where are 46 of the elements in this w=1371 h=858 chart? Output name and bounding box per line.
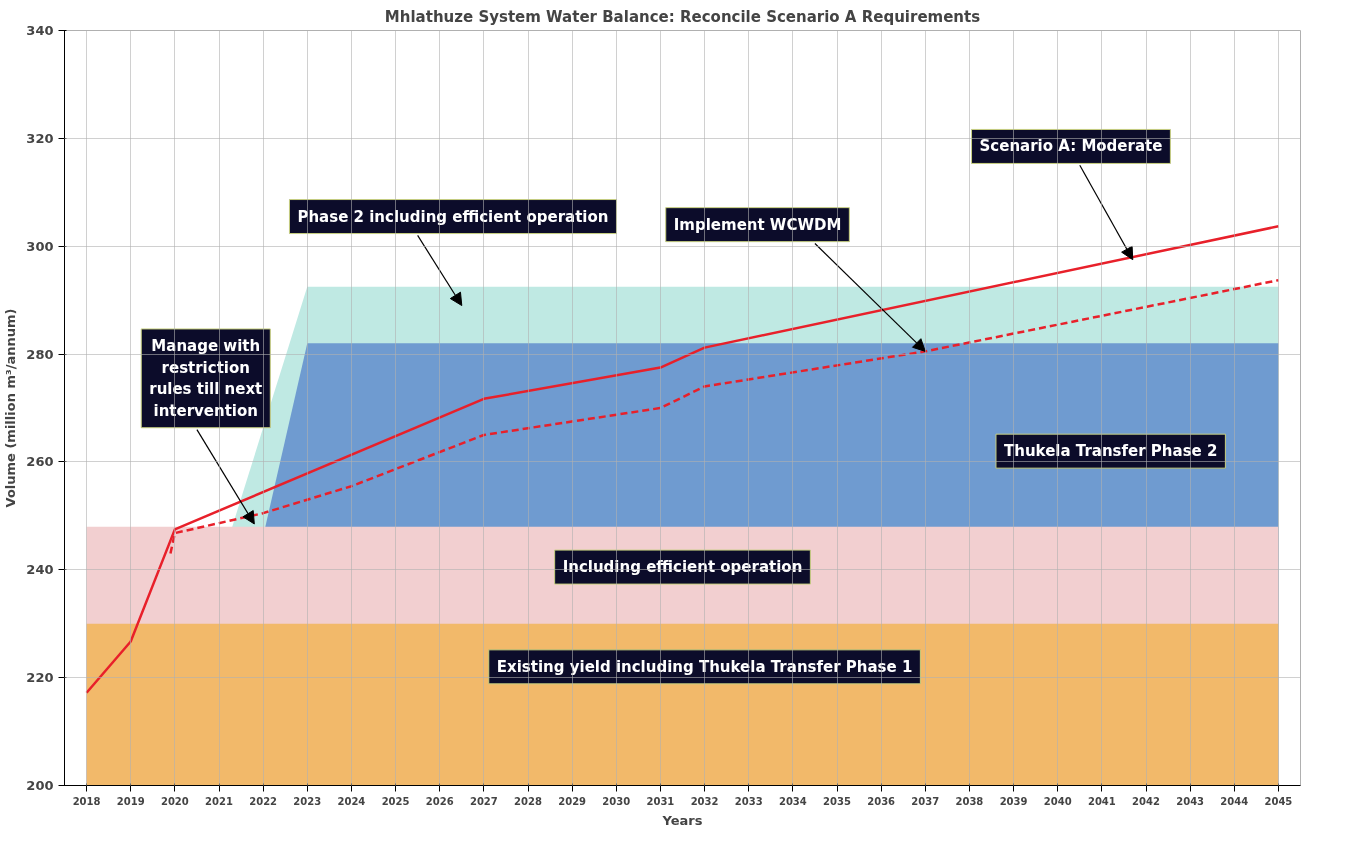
y-axis-title: Volume (million m³/annum) (3, 308, 19, 508)
y-tick-label: 300 (26, 238, 54, 254)
x-tick-label: 2031 (646, 795, 675, 807)
x-tick-label: 2037 (911, 795, 940, 807)
x-tick-label: 2045 (1264, 795, 1293, 807)
x-tick-label: 2025 (381, 795, 410, 807)
series-label: Including efficient operation (562, 558, 803, 577)
series-label: Thukela Transfer Phase 2 (1003, 442, 1218, 461)
x-tick-label: 2033 (734, 795, 763, 807)
x-tick-label: 2022 (249, 795, 278, 807)
x-tick-label: 2018 (72, 795, 101, 807)
x-tick-label: 2043 (1176, 795, 1205, 807)
x-tick-label: 2026 (425, 795, 454, 807)
y-tick-label: 200 (26, 778, 54, 793)
x-tick-label: 2044 (1220, 795, 1249, 807)
x-tick-label: 2042 (1132, 795, 1160, 807)
x-tick-label: 2034 (778, 795, 807, 807)
chart-title: Mhlathuze System Water Balance: Reconcile Scenario A Requirements (384, 7, 981, 26)
x-tick-label: 2035 (823, 795, 851, 807)
x-tick-label: 2032 (690, 795, 719, 807)
x-tick-label: 2021 (205, 795, 233, 807)
x-tick-label: 2019 (116, 795, 145, 807)
x-tick-label: 2041 (1087, 795, 1116, 807)
y-tick-label: 220 (26, 670, 54, 686)
y-tick-label: 340 (26, 23, 54, 38)
y-tick-label: 260 (26, 454, 54, 470)
text: Phase 2 including efficient operation (297, 207, 609, 226)
x-tick-label: 2039 (999, 795, 1028, 807)
x-tick-label: 2038 (955, 795, 984, 807)
x-tick-label: 2024 (337, 795, 366, 807)
x-tick-label: 2040 (1043, 795, 1072, 807)
x-axis-title: Years (661, 812, 703, 828)
x-tick-label: 2029 (558, 795, 587, 807)
series-label: Existing yield including Thukela Transfer Phase 1 (496, 657, 913, 676)
x-tick-label: 2027 (469, 795, 498, 807)
x-tick-label: 2030 (602, 795, 631, 807)
y-tick-label: 280 (26, 346, 54, 362)
x-tick-label: 2020 (160, 795, 189, 807)
annotation: Manage with restriction rules till next intervention (149, 336, 263, 420)
text: Scenario A: Moderate (979, 137, 1163, 156)
text: Implement WCWDM (673, 215, 842, 234)
x-tick-label: 2023 (293, 795, 322, 807)
x-tick-label: 2036 (867, 795, 896, 807)
y-tick-label: 240 (26, 562, 54, 578)
y-tick-label: 320 (26, 130, 54, 146)
x-tick-label: 2028 (514, 795, 542, 807)
